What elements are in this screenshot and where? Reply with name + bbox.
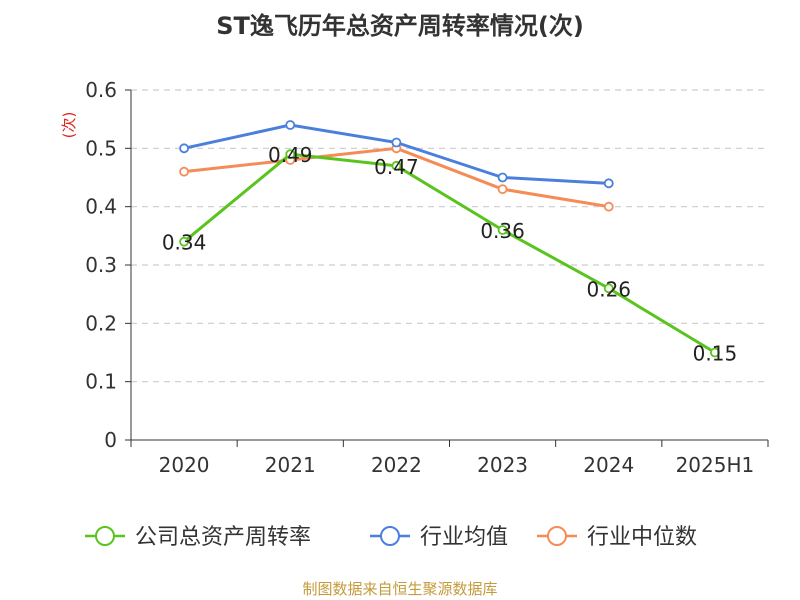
y-axis-label: (次): [60, 112, 78, 139]
data-label: 0.15: [693, 342, 738, 366]
y-tick-label: 0.5: [85, 136, 117, 160]
series-line-0: [183, 152, 716, 354]
x-tick-label: 2020: [159, 453, 210, 477]
legend-label: 行业中位数: [587, 525, 697, 550]
y-tick-label: 0.2: [85, 311, 117, 335]
data-label: 0.47: [374, 155, 419, 179]
legend-marker: [95, 526, 115, 546]
data-point: [179, 236, 189, 247]
data-point: [497, 172, 508, 183]
data-point: [710, 347, 720, 358]
x-tick-label: 2025H1: [676, 453, 755, 477]
chart-title: ST逸飞历年总资产周转率情况(次): [216, 12, 584, 40]
data-point: [391, 160, 402, 171]
data-label: 0.49: [268, 143, 313, 167]
legend-label: 行业均值: [420, 525, 508, 550]
data-label: 0.34: [162, 231, 207, 255]
data-point: [497, 184, 508, 195]
data-point: [285, 120, 296, 130]
data-label: 0.26: [586, 277, 631, 301]
data-point: [603, 178, 614, 189]
data-label: 0.36: [480, 219, 525, 243]
y-tick-label: 0.3: [85, 253, 117, 277]
x-tick-label: 2024: [583, 453, 634, 477]
legend-marker: [547, 526, 567, 546]
y-tick-label: 0.4: [85, 195, 117, 219]
x-tick-label: 2022: [371, 453, 422, 477]
data-point: [497, 225, 508, 235]
x-tick-label: 2023: [477, 453, 528, 477]
y-tick-label: 0.6: [85, 78, 117, 102]
data-point: [179, 166, 189, 177]
x-tick-label: 2021: [265, 453, 316, 477]
legend-marker: [380, 526, 400, 546]
data-point: [603, 201, 614, 212]
data-point: [391, 137, 402, 148]
data-point: [285, 149, 296, 160]
y-tick-label: 0: [104, 428, 117, 452]
source-note: 制图数据来自恒生聚源数据库: [302, 580, 498, 598]
data-point: [179, 143, 189, 154]
legend-label: 公司总资产周转率: [135, 525, 311, 550]
y-tick-label: 0.1: [85, 370, 117, 394]
data-point: [603, 283, 614, 294]
